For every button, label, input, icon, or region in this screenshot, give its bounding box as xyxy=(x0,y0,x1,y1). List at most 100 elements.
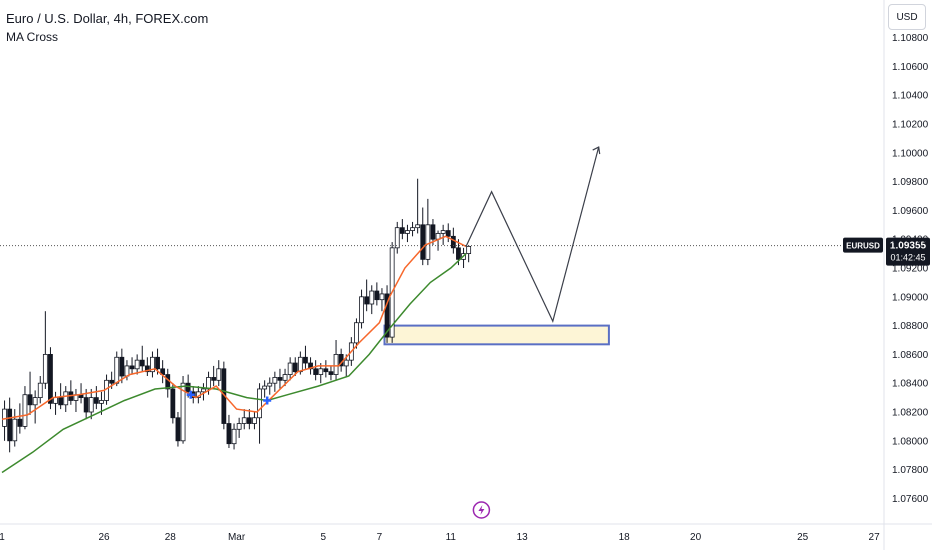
candle-body xyxy=(333,353,339,375)
currency-button[interactable]: USD xyxy=(888,4,926,30)
candle-body xyxy=(63,391,69,406)
symbol-badge xyxy=(843,237,883,253)
price-tick-label: 1.09800 xyxy=(892,177,929,188)
time-tick-label: 25 xyxy=(797,532,809,543)
candle-body xyxy=(364,296,370,305)
price-tick-label: 1.09000 xyxy=(892,292,929,303)
candle-body xyxy=(119,356,125,377)
candle-body xyxy=(12,418,18,442)
candle-body xyxy=(384,293,390,338)
candle-body xyxy=(445,230,451,237)
candle-body xyxy=(139,359,145,367)
candle-body xyxy=(134,359,140,370)
candle-body xyxy=(58,397,64,406)
price-tick-label: 1.08200 xyxy=(892,408,929,419)
cross-markers xyxy=(186,390,272,405)
candle-body xyxy=(170,388,176,419)
time-tick-label: 7 xyxy=(377,532,383,543)
candle-body xyxy=(287,362,293,375)
candle-body xyxy=(83,397,89,413)
candle-body xyxy=(7,408,13,442)
candle-body xyxy=(175,417,181,442)
candle-body xyxy=(231,428,237,445)
price-tick-label: 1.10600 xyxy=(892,62,929,73)
candle-body xyxy=(303,356,308,364)
support-zone[interactable] xyxy=(383,324,610,346)
price-tick-label: 1.08000 xyxy=(892,436,929,447)
candle-body xyxy=(399,227,405,234)
time-axis[interactable]: 1 26 28 Mar 5 7 11 13 18 20 25 27 xyxy=(0,523,932,543)
candle-body xyxy=(415,224,421,229)
candle-body xyxy=(466,245,472,254)
candle-body xyxy=(257,388,262,419)
price-tick-label: 1.08800 xyxy=(892,321,929,332)
candle-body xyxy=(267,382,273,387)
candle-body xyxy=(37,382,43,399)
candle-body xyxy=(354,322,359,344)
chart-legend: Euro / U.S. Dollar, 4h, FOREX.com MA Cro… xyxy=(6,10,208,45)
price-tick-label: 1.10400 xyxy=(892,91,929,102)
candle-body xyxy=(343,359,349,367)
candle-body xyxy=(323,368,329,373)
candle-body xyxy=(226,423,232,445)
candle-body xyxy=(410,227,415,231)
time-tick-label: 26 xyxy=(98,532,110,543)
candle-body xyxy=(405,230,410,234)
candle-body xyxy=(99,400,104,404)
candle-body xyxy=(17,418,23,427)
candle-body xyxy=(216,368,222,381)
ma-cross-marker xyxy=(186,390,195,399)
candle-body xyxy=(48,353,53,404)
candle-body xyxy=(379,293,385,301)
symbol-badge-text: EURUSD xyxy=(846,242,880,251)
candle-body xyxy=(292,362,298,373)
candle-body xyxy=(42,353,48,384)
price-tick-label: 1.07800 xyxy=(892,465,929,476)
candle-body xyxy=(369,290,375,305)
ma-fast-line xyxy=(1,235,467,420)
candle-body xyxy=(272,377,278,384)
candle-body xyxy=(32,397,38,406)
candle-body xyxy=(206,377,211,390)
time-tick-label: 11 xyxy=(446,532,457,543)
candle-body xyxy=(297,356,303,373)
candle-body xyxy=(88,397,94,413)
symbol-title[interactable]: Euro / U.S. Dollar, 4h, FOREX.com xyxy=(6,11,209,26)
time-tick-label: 20 xyxy=(690,532,702,543)
price-tick-label: 1.08400 xyxy=(892,379,929,390)
time-tick-label: Mar xyxy=(228,532,246,543)
candle-body xyxy=(185,382,191,393)
price-axis[interactable]: 1.07600 1.07800 1.08000 1.08200 1.08400 1.086… xyxy=(883,0,929,550)
candle-body xyxy=(318,368,324,375)
candle-body xyxy=(277,377,283,381)
candle-body xyxy=(374,290,380,301)
candle-body xyxy=(155,356,160,370)
candle-body xyxy=(313,368,319,375)
event-icon[interactable] xyxy=(472,501,491,519)
candle-body xyxy=(420,224,426,260)
candle-body xyxy=(359,296,364,324)
time-tick-label: 5 xyxy=(321,532,327,543)
price-tick-label: 1.10800 xyxy=(892,33,929,44)
candle-body xyxy=(456,247,461,260)
price-badge xyxy=(886,237,930,266)
price-tick-label: 1.07600 xyxy=(892,494,929,505)
candle-body xyxy=(144,365,150,373)
time-tick-label: 18 xyxy=(619,532,631,543)
support-zone-rect xyxy=(383,324,610,346)
price-tick-label: 1.08600 xyxy=(892,350,929,361)
candle-body xyxy=(201,388,206,393)
lightning-icon xyxy=(478,505,485,515)
candle-body xyxy=(211,377,217,381)
candle-body xyxy=(93,397,99,404)
price-tick-label: 1.10200 xyxy=(892,120,929,131)
price-tick-label: 1.09600 xyxy=(892,206,929,217)
projection-path[interactable] xyxy=(465,146,601,324)
candle-body xyxy=(150,356,155,373)
price-badge-countdown: 01:42:45 xyxy=(890,253,925,263)
indicator-label[interactable]: MA Cross xyxy=(6,30,59,44)
candle-body xyxy=(440,230,446,234)
candle-body xyxy=(109,379,115,384)
